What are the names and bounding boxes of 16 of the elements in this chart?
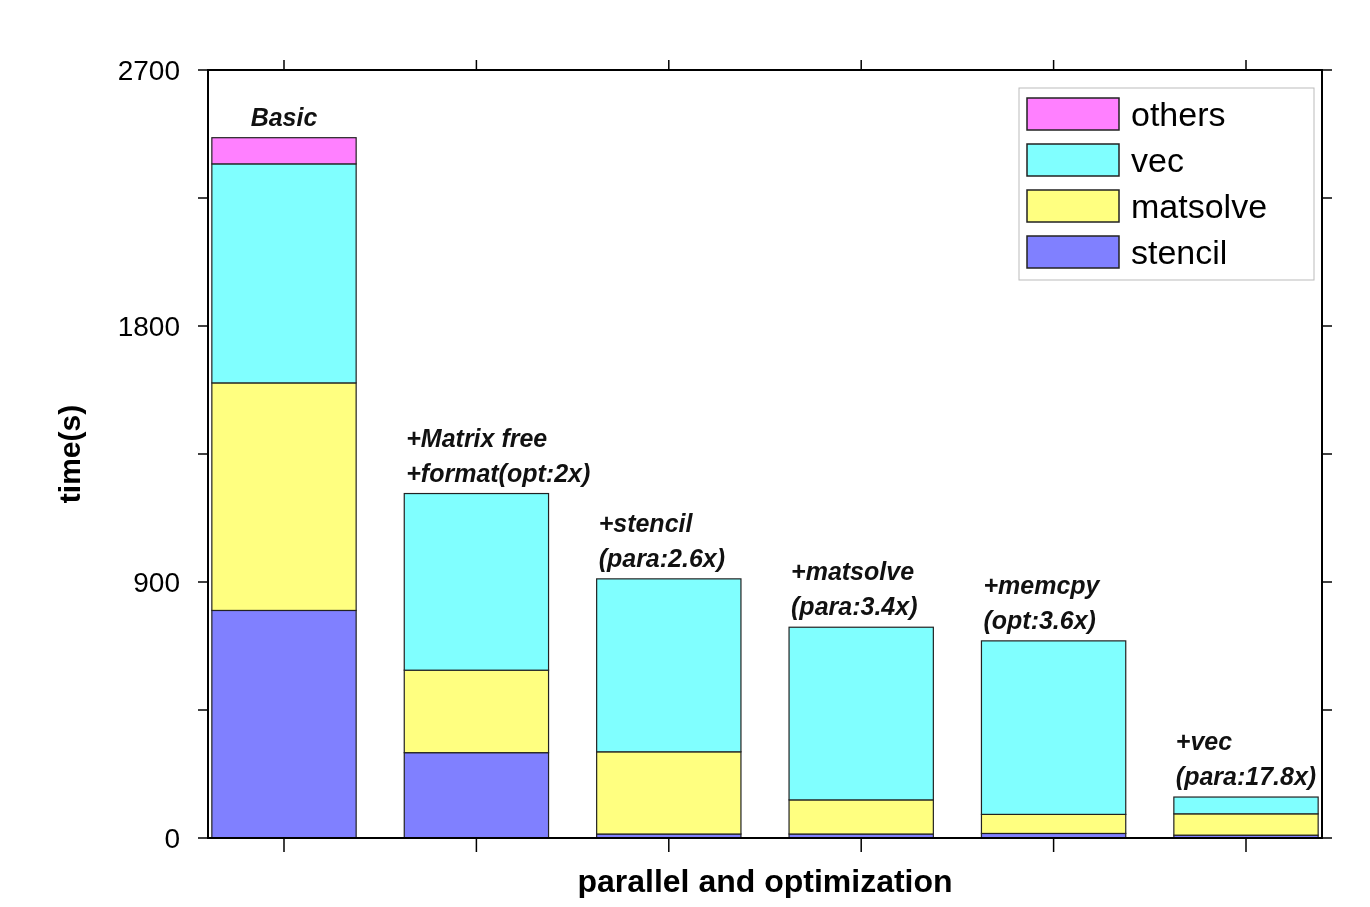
legend-label: matsolve bbox=[1131, 187, 1268, 225]
y-axis-title: time(s) bbox=[53, 404, 86, 504]
y-tick-label: 1800 bbox=[117, 310, 180, 342]
annotation: Basic bbox=[250, 102, 318, 131]
y-tick-label: 0 bbox=[164, 822, 180, 854]
annotation: +memcpy (opt:3.6x) bbox=[983, 570, 1101, 634]
legend-label: vec bbox=[1131, 141, 1184, 179]
annotation: +Matrix free +format(opt:2x) bbox=[406, 423, 591, 487]
annotation: +matsolve (para:3.4x) bbox=[791, 557, 918, 621]
x-axis-title: parallel and optimization bbox=[577, 863, 953, 899]
annotation: +stencil (para:2.6x) bbox=[598, 508, 726, 572]
legend-label: others bbox=[1131, 95, 1226, 133]
legend-label: stencil bbox=[1131, 233, 1228, 271]
y-tick-label: 2700 bbox=[117, 54, 180, 86]
annotation: +vec (para:17.8x) bbox=[1175, 727, 1317, 791]
y-tick-label: 900 bbox=[133, 566, 180, 598]
